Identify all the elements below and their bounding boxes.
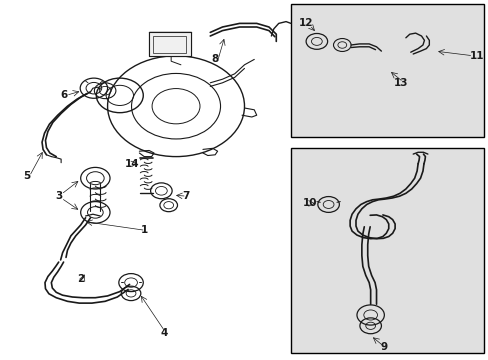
Text: 6: 6 xyxy=(60,90,67,100)
Text: 12: 12 xyxy=(298,18,312,28)
Text: 4: 4 xyxy=(160,328,167,338)
Text: 5: 5 xyxy=(23,171,30,181)
Bar xyxy=(290,4,483,137)
Text: 7: 7 xyxy=(182,191,189,201)
Text: 11: 11 xyxy=(468,51,483,61)
Text: 14: 14 xyxy=(124,159,139,169)
Text: 13: 13 xyxy=(393,78,407,88)
Text: 9: 9 xyxy=(380,342,386,352)
Bar xyxy=(149,32,190,56)
Bar xyxy=(153,36,186,53)
Text: 1: 1 xyxy=(141,225,147,235)
Text: 2: 2 xyxy=(77,274,84,284)
Text: 10: 10 xyxy=(303,198,317,208)
Text: 3: 3 xyxy=(55,191,62,201)
Text: 8: 8 xyxy=(211,54,218,64)
Bar xyxy=(290,148,483,353)
